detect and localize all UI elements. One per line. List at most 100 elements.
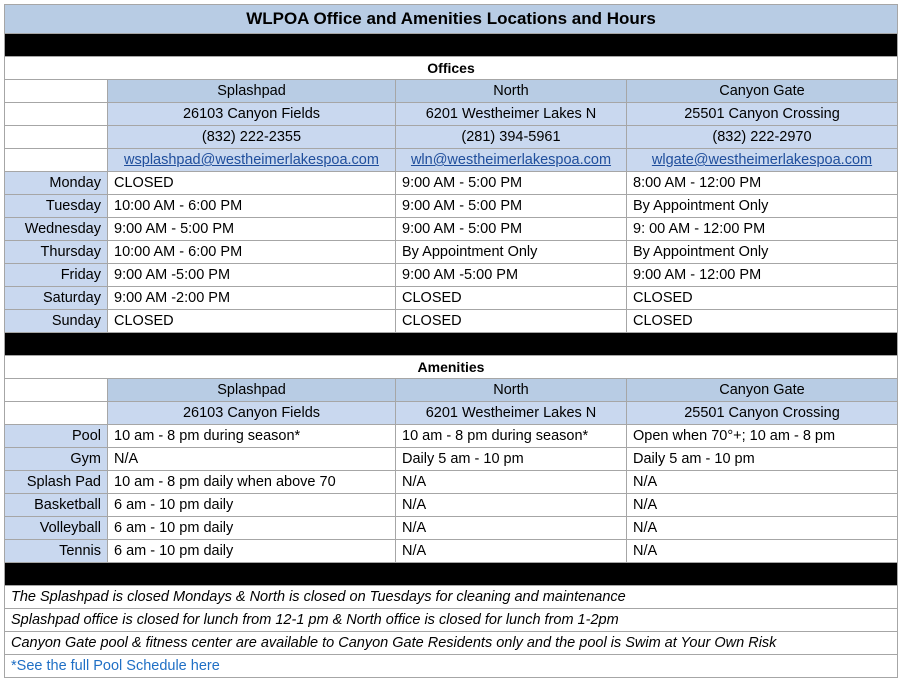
title: WLPOA Office and Amenities Locations and… (4, 4, 898, 34)
hours-cell: 10:00 AM - 6:00 PM (107, 240, 396, 264)
hours-cell: N/A (395, 516, 627, 540)
hours-cell: N/A (626, 516, 898, 540)
amenity-label: Volleyball (4, 516, 108, 540)
hours-cell: CLOSED (626, 309, 898, 333)
hours-cell: 9:00 AM -5:00 PM (107, 263, 396, 287)
amenity-label: Splash Pad (4, 470, 108, 494)
location-name-row: Splashpad North Canyon Gate (4, 79, 898, 103)
day-label-row: Wednesday 9:00 AM - 5:00 PM 9:00 AM - 5:00… (4, 217, 898, 241)
day-label-row: Friday 9:00 AM -5:00 PM 9:00 AM -5:00 PM 9:… (4, 263, 898, 287)
amenity-label-row: Volleyball 6 am - 10 pm daily N/A N/A (4, 516, 898, 540)
hours-cell: 9:00 AM - 5:00 PM (395, 171, 627, 195)
separator (4, 332, 898, 356)
section-heading-row: Amenities (4, 355, 898, 379)
separator (4, 33, 898, 57)
amenity-label: Gym (4, 447, 108, 471)
hours-cell: Daily 5 am - 10 pm (626, 447, 898, 471)
day-label: Thursday (4, 240, 108, 264)
location-name-row: Splashpad North Canyon Gate (4, 378, 898, 402)
location-address: 6201 Westheimer Lakes N (395, 102, 627, 126)
amenity-label-row: Pool 10 am - 8 pm during season* 10 am - 8… (4, 424, 898, 448)
empty-cell (4, 378, 108, 402)
day-label: Friday (4, 263, 108, 287)
hours-cell: 9:00 AM -5:00 PM (395, 263, 627, 287)
hours-cell: N/A (626, 539, 898, 563)
link-row: *See the full Pool Schedule here (4, 654, 898, 678)
day-label-row: Tuesday 10:00 AM - 6:00 PM 9:00 AM - 5:00 … (4, 194, 898, 218)
location-address-row: 26103 Canyon Fields 6201 Westheimer Lakes… (4, 102, 898, 126)
empty-cell (4, 401, 108, 425)
amenity-label-row: Splash Pad 10 am - 8 pm daily when above … (4, 470, 898, 494)
hours-cell: 6 am - 10 pm daily (107, 539, 396, 563)
note: The Splashpad is closed Mondays & North … (4, 585, 898, 609)
location-address: 25501 Canyon Crossing (626, 102, 898, 126)
hours-cell: By Appointment Only (626, 240, 898, 264)
amenity-label: Tennis (4, 539, 108, 563)
note-row: Splashpad office is closed for lunch fro… (4, 608, 898, 632)
hours-cell: N/A (395, 470, 627, 494)
hours-cell: 9:00 AM - 12:00 PM (626, 263, 898, 287)
separator (4, 33, 898, 57)
location-address-row: 26103 Canyon Fields 6201 Westheimer Lakes… (4, 401, 898, 425)
hours-cell: 10:00 AM - 6:00 PM (107, 194, 396, 218)
day-label-row: Monday CLOSED 9:00 AM - 5:00 PM 8:00 AM - 1… (4, 171, 898, 195)
pool-schedule-link[interactable]: *See the full Pool Schedule here (4, 654, 898, 678)
separator (4, 332, 898, 356)
location-phone: (832) 222-2355 (107, 125, 396, 149)
location-address: 6201 Westheimer Lakes N (395, 401, 627, 425)
hours-cell: CLOSED (107, 171, 396, 195)
hours-cell: CLOSED (395, 309, 627, 333)
section-heading: Amenities (4, 355, 898, 379)
email-link[interactable]: wln@westheimerlakespoa.com (410, 152, 612, 168)
hours-cell: 9:00 AM -2:00 PM (107, 286, 396, 310)
day-label: Tuesday (4, 194, 108, 218)
email-link[interactable]: wlgate@westheimerlakespoa.com (651, 152, 873, 168)
title-row: WLPOA Office and Amenities Locations and… (4, 4, 898, 34)
note: Canyon Gate pool & fitness center are av… (4, 631, 898, 655)
day-label-row: Sunday CLOSED CLOSED CLOSED (4, 309, 898, 333)
amenity-label: Pool (4, 424, 108, 448)
hours-cell: N/A (626, 470, 898, 494)
location-address: 26103 Canyon Fields (107, 401, 396, 425)
hours-cell: N/A (626, 493, 898, 517)
hours-cell: 9:00 AM - 5:00 PM (107, 217, 396, 241)
location-email: wln@westheimerlakespoa.com (395, 148, 627, 172)
hours-cell: By Appointment Only (626, 194, 898, 218)
day-label: Sunday (4, 309, 108, 333)
location-name: Splashpad (107, 79, 396, 103)
amenity-label-row: Basketball 6 am - 10 pm daily N/A N/A (4, 493, 898, 517)
hours-cell: N/A (395, 493, 627, 517)
section-heading: Offices (4, 56, 898, 80)
hours-cell: 10 am - 8 pm during season* (395, 424, 627, 448)
hours-cell: 9: 00 AM - 12:00 PM (626, 217, 898, 241)
empty-cell (4, 79, 108, 103)
empty-cell (4, 125, 108, 149)
day-label: Wednesday (4, 217, 108, 241)
location-name: Canyon Gate (626, 378, 898, 402)
day-label: Saturday (4, 286, 108, 310)
amenity-label-row: Tennis 6 am - 10 pm daily N/A N/A (4, 539, 898, 563)
hours-table: WLPOA Office and Amenities Locations and… (4, 4, 898, 678)
email-link[interactable]: wsplashpad@westheimerlakespoa.com (124, 152, 379, 168)
hours-cell: N/A (107, 447, 396, 471)
location-phone: (832) 222-2970 (626, 125, 898, 149)
hours-cell: 9:00 AM - 5:00 PM (395, 217, 627, 241)
hours-cell: By Appointment Only (395, 240, 627, 264)
location-name: North (395, 378, 627, 402)
location-name: Splashpad (107, 378, 396, 402)
hours-cell: CLOSED (626, 286, 898, 310)
note-row: The Splashpad is closed Mondays & North … (4, 585, 898, 609)
day-label-row: Saturday 9:00 AM -2:00 PM CLOSED CLOSED (4, 286, 898, 310)
location-name: Canyon Gate (626, 79, 898, 103)
amenity-label: Basketball (4, 493, 108, 517)
location-phone: (281) 394-5961 (395, 125, 627, 149)
hours-cell: CLOSED (107, 309, 396, 333)
empty-cell (4, 148, 108, 172)
hours-cell: N/A (395, 539, 627, 563)
location-email: wlgate@westheimerlakespoa.com (626, 148, 898, 172)
hours-cell: 10 am - 8 pm during season* (107, 424, 396, 448)
amenity-label-row: Gym N/A Daily 5 am - 10 pm Daily 5 am - 10 … (4, 447, 898, 471)
hours-cell: 6 am - 10 pm daily (107, 516, 396, 540)
hours-cell: 6 am - 10 pm daily (107, 493, 396, 517)
hours-cell: 8:00 AM - 12:00 PM (626, 171, 898, 195)
